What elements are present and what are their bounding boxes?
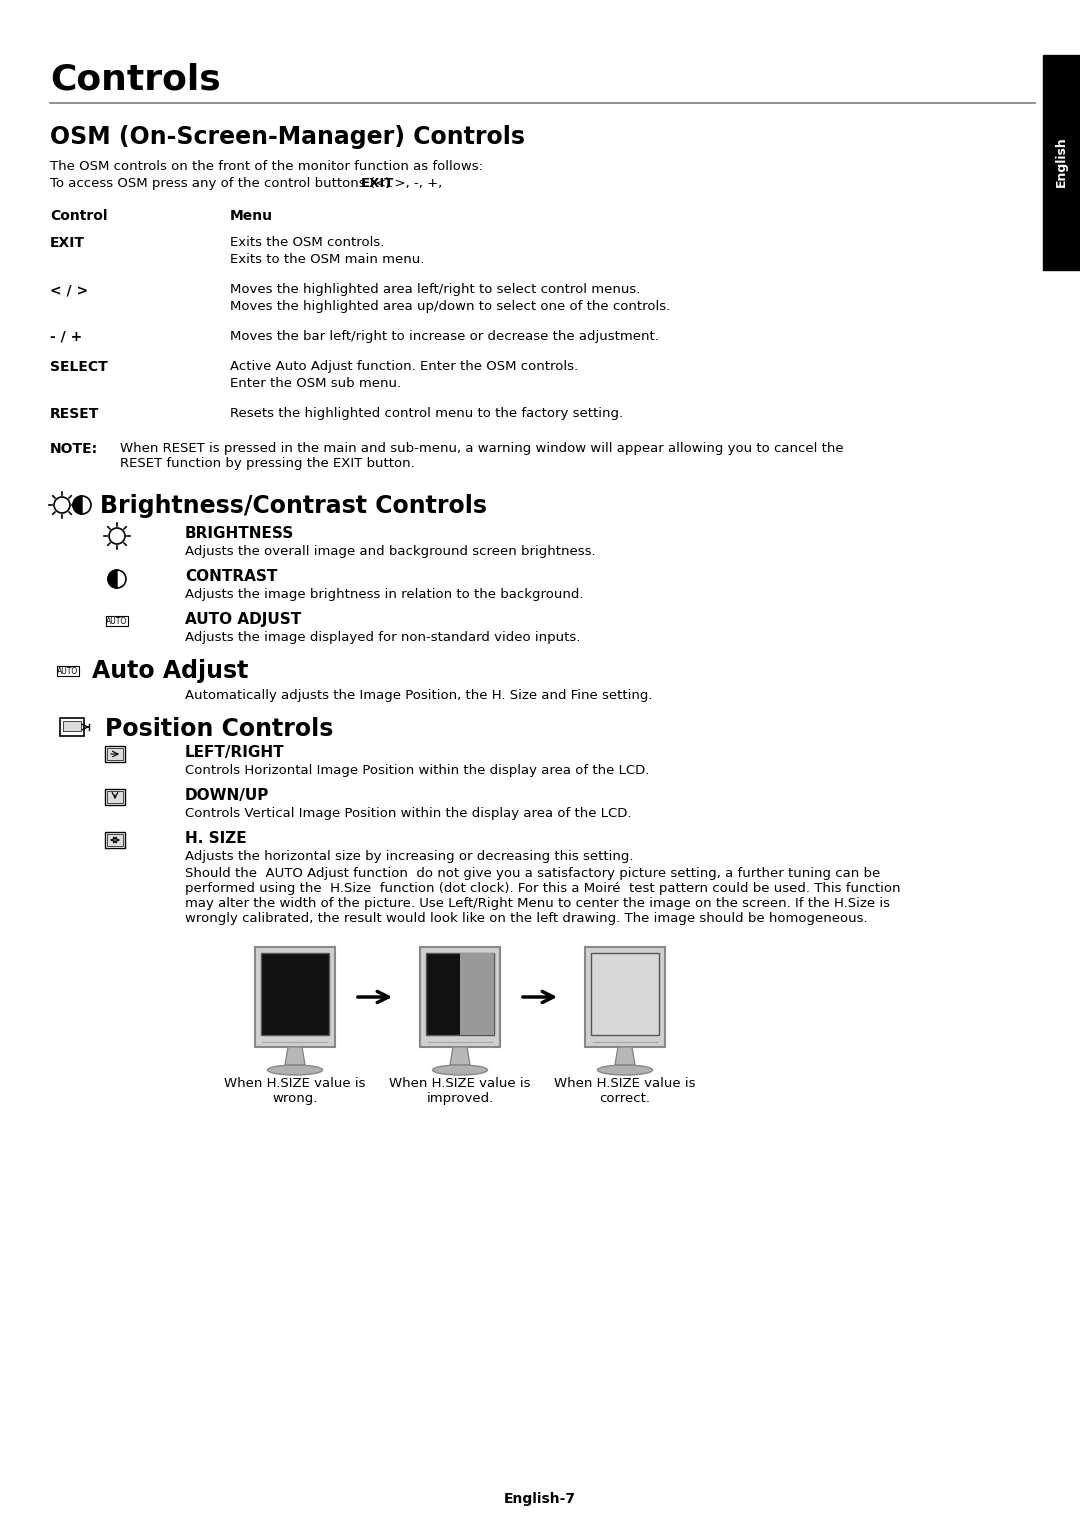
Text: Controls Horizontal Image Position within the display area of the LCD.: Controls Horizontal Image Position withi…	[185, 764, 649, 778]
Polygon shape	[450, 1047, 470, 1065]
FancyBboxPatch shape	[261, 953, 329, 1034]
FancyBboxPatch shape	[585, 947, 665, 1047]
Text: Resets the highlighted control menu to the factory setting.: Resets the highlighted control menu to t…	[230, 406, 623, 420]
Text: ).: ).	[384, 177, 394, 189]
FancyBboxPatch shape	[105, 746, 125, 762]
Text: When RESET is pressed in the main and sub-menu, a warning window will appear all: When RESET is pressed in the main and su…	[120, 442, 843, 471]
FancyBboxPatch shape	[105, 833, 125, 848]
Text: English: English	[1055, 136, 1068, 188]
Text: EXIT: EXIT	[50, 235, 85, 251]
FancyBboxPatch shape	[105, 788, 125, 805]
Text: AUTO: AUTO	[106, 616, 127, 625]
Text: When H.SIZE value is
improved.: When H.SIZE value is improved.	[389, 1077, 530, 1105]
Text: - / +: - / +	[50, 330, 82, 344]
FancyBboxPatch shape	[107, 792, 123, 804]
Text: Brightness/Contrast Controls: Brightness/Contrast Controls	[100, 494, 487, 518]
FancyBboxPatch shape	[426, 953, 494, 1034]
Text: SELECT: SELECT	[50, 361, 108, 374]
FancyBboxPatch shape	[107, 749, 123, 759]
Text: Active Auto Adjust function. Enter the OSM controls.: Active Auto Adjust function. Enter the O…	[230, 361, 578, 373]
Text: Automatically adjusts the Image Position, the H. Size and Fine setting.: Automatically adjusts the Image Position…	[185, 689, 652, 701]
Text: When H.SIZE value is
wrong.: When H.SIZE value is wrong.	[225, 1077, 366, 1105]
FancyBboxPatch shape	[1043, 55, 1080, 270]
Text: Exits to the OSM main menu.: Exits to the OSM main menu.	[230, 254, 424, 266]
Text: English-7: English-7	[504, 1491, 576, 1507]
Polygon shape	[285, 1047, 305, 1065]
Text: Moves the highlighted area up/down to select one of the controls.: Moves the highlighted area up/down to se…	[230, 299, 671, 313]
Text: When H.SIZE value is
correct.: When H.SIZE value is correct.	[554, 1077, 696, 1105]
Text: Position Controls: Position Controls	[105, 717, 334, 741]
Text: Controls Vertical Image Position within the display area of the LCD.: Controls Vertical Image Position within …	[185, 807, 632, 821]
Text: Adjusts the overall image and background screen brightness.: Adjusts the overall image and background…	[185, 545, 596, 558]
Text: AUTO ADJUST: AUTO ADJUST	[185, 613, 301, 626]
Text: NOTE:: NOTE:	[50, 442, 98, 455]
FancyBboxPatch shape	[591, 953, 659, 1034]
Text: H. SIZE: H. SIZE	[185, 831, 246, 847]
Ellipse shape	[432, 1065, 487, 1076]
Text: AUTO: AUTO	[57, 666, 79, 675]
FancyBboxPatch shape	[460, 953, 494, 1034]
Text: LEFT/RIGHT: LEFT/RIGHT	[185, 746, 285, 759]
Text: Control: Control	[50, 209, 108, 223]
Text: Moves the highlighted area left/right to select control menus.: Moves the highlighted area left/right to…	[230, 283, 640, 296]
Text: EXIT: EXIT	[361, 177, 394, 189]
Text: To access OSM press any of the control buttons (<, >, -, +,: To access OSM press any of the control b…	[50, 177, 446, 189]
Wedge shape	[108, 570, 117, 588]
Polygon shape	[615, 1047, 635, 1065]
Text: The OSM controls on the front of the monitor function as follows:: The OSM controls on the front of the mon…	[50, 160, 483, 173]
Text: OSM (On-Screen-Manager) Controls: OSM (On-Screen-Manager) Controls	[50, 125, 525, 150]
Text: Enter the OSM sub menu.: Enter the OSM sub menu.	[230, 377, 401, 390]
FancyBboxPatch shape	[255, 947, 335, 1047]
FancyBboxPatch shape	[63, 721, 81, 730]
Text: Exits the OSM controls.: Exits the OSM controls.	[230, 235, 384, 249]
Text: < / >: < / >	[50, 283, 89, 296]
Text: Adjusts the horizontal size by increasing or decreasing this setting.: Adjusts the horizontal size by increasin…	[185, 850, 634, 863]
FancyBboxPatch shape	[60, 718, 84, 736]
Ellipse shape	[597, 1065, 652, 1076]
Wedge shape	[73, 497, 82, 513]
FancyBboxPatch shape	[420, 947, 500, 1047]
Ellipse shape	[268, 1065, 323, 1076]
Text: BRIGHTNESS: BRIGHTNESS	[185, 526, 294, 541]
Text: Moves the bar left/right to increase or decrease the adjustment.: Moves the bar left/right to increase or …	[230, 330, 659, 342]
Text: Controls: Controls	[50, 63, 220, 96]
Text: RESET: RESET	[50, 406, 99, 422]
Text: Adjusts the image brightness in relation to the background.: Adjusts the image brightness in relation…	[185, 588, 583, 601]
Text: Auto Adjust: Auto Adjust	[92, 659, 248, 683]
Text: Adjusts the image displayed for non-standard video inputs.: Adjusts the image displayed for non-stan…	[185, 631, 580, 643]
Text: CONTRAST: CONTRAST	[185, 568, 278, 584]
Text: Menu: Menu	[230, 209, 273, 223]
Text: DOWN/UP: DOWN/UP	[185, 788, 269, 804]
Text: Should the  AUTO Adjust function  do not give you a satisfactory picture setting: Should the AUTO Adjust function do not g…	[185, 866, 901, 924]
FancyBboxPatch shape	[107, 834, 123, 847]
